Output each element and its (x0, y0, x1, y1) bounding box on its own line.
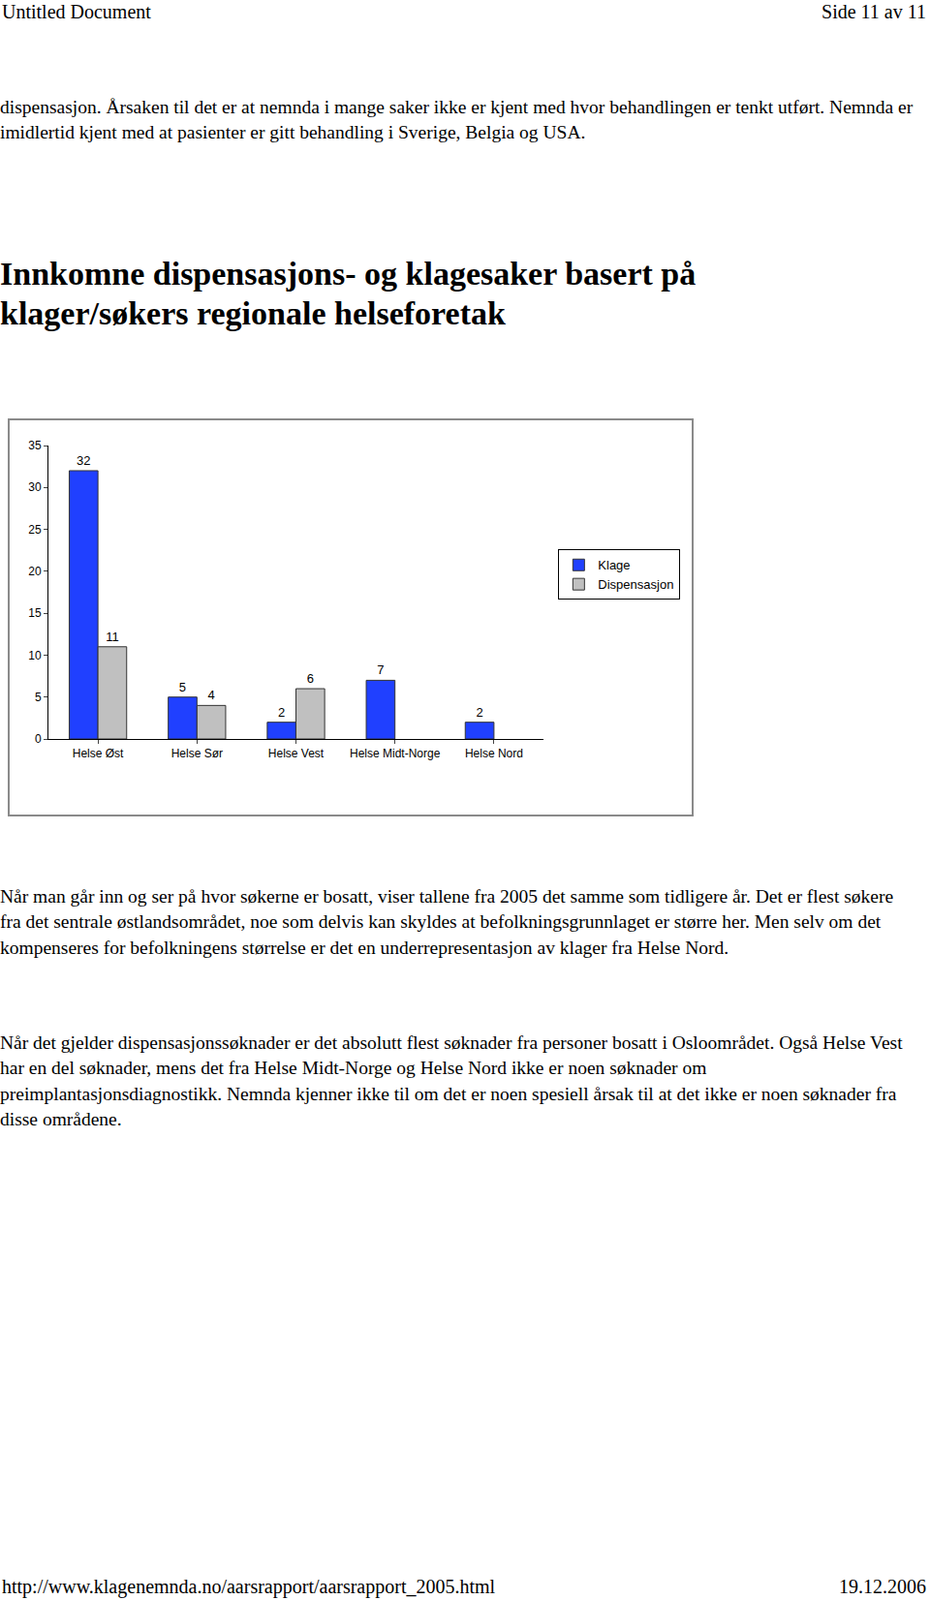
svg-text:20: 20 (28, 564, 42, 579)
svg-text:30: 30 (28, 480, 42, 495)
svg-text:0: 0 (34, 732, 42, 746)
svg-text:11: 11 (105, 629, 120, 645)
svg-text:Dispensasjon: Dispensasjon (597, 577, 674, 592)
html-text:Når man går inn og ser på hvor: Når man går inn og ser på hvor søkerne e… (0, 886, 894, 958)
svg-text:Helse Nord: Helse Nord (465, 746, 524, 761)
html-text:Innkomne dispensasjons- og kla: Innkomne dispensasjons- og klagesaker ba… (0, 255, 696, 332)
svg-text:Helse Midt-Norge: Helse Midt-Norge (349, 746, 441, 761)
html-text:19.12.2006: 19.12.2006 (838, 1576, 927, 1598)
svg-text:5: 5 (179, 680, 186, 695)
svg-text:5: 5 (34, 690, 42, 705)
html-text:http://www.klagenemnda.no/aars: http://www.klagenemnda.no/aarsrapport/aa… (1, 1576, 496, 1598)
html-text:dispensasjon. Årsaken til det: dispensasjon. Årsaken til det er at nemn… (0, 96, 913, 143)
svg-text:2: 2 (475, 705, 483, 720)
svg-text:6: 6 (307, 671, 314, 686)
svg-text:2: 2 (278, 705, 285, 720)
svg-text:Helse Øst: Helse Øst (72, 746, 124, 761)
svg-text:7: 7 (376, 662, 384, 678)
svg-text:Klage: Klage (597, 558, 630, 573)
svg-text:Helse Vest: Helse Vest (268, 746, 325, 761)
svg-text:Helse Sør: Helse Sør (171, 746, 223, 761)
svg-text:4: 4 (208, 687, 216, 703)
svg-text:15: 15 (28, 606, 42, 620)
svg-text:10: 10 (28, 649, 42, 663)
svg-text:35: 35 (28, 438, 42, 453)
html-text:Untitled Document: Untitled Document (1, 0, 152, 23)
html-text:Når det gjelder dispensasjonss: Når det gjelder dispensasjonssøknader er… (0, 1032, 903, 1130)
svg-text:32: 32 (76, 453, 91, 468)
svg-text:25: 25 (28, 523, 42, 537)
html-text:Side 11 av 11: Side 11 av 11 (821, 0, 927, 23)
